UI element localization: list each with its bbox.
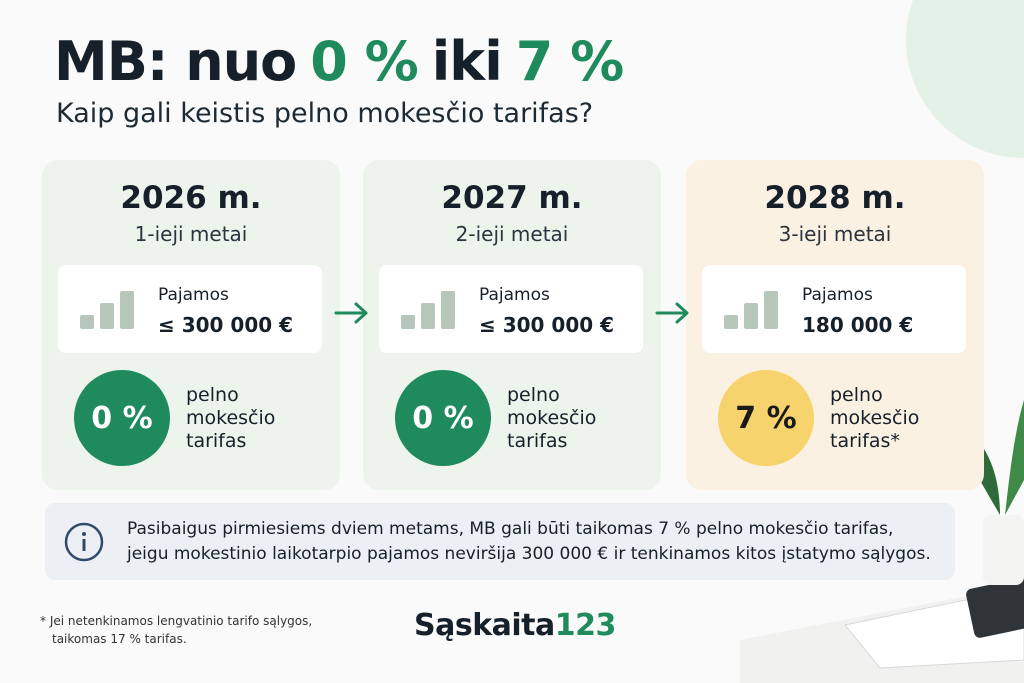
rate: 7 %	[718, 370, 814, 466]
bar-icon	[100, 303, 114, 329]
income-box: Pajamos ≤ 300 000 €	[58, 265, 322, 353]
income: 180 000 €	[802, 313, 914, 337]
year: 2026 m.	[120, 180, 262, 216]
year-label: 2-ieji metai	[455, 222, 569, 246]
rate-label-line: mokesčio	[507, 407, 597, 429]
income-box: Pajamos ≤ 300 000 €	[379, 265, 643, 353]
rate: 0 %	[74, 370, 170, 466]
bar-icon	[441, 291, 455, 329]
bar-icon	[120, 291, 134, 329]
rate-label-line: pelno	[186, 384, 239, 406]
rate-label-line: mokesčio	[186, 407, 276, 429]
info-line: jeigu mokestinio laikotarpio pajamos nev…	[127, 544, 931, 564]
income: ≤ 300 000 €	[479, 313, 615, 337]
title-part: 0 %	[310, 30, 418, 93]
rate-label: pelno mokesčio tarifas	[186, 384, 275, 453]
rate-label-line: tarifas	[507, 430, 568, 452]
subtitle: Kaip gali keistis pelno mokesčio tarifas…	[56, 98, 594, 129]
rate-label-line: tarifas*	[830, 430, 900, 452]
rate-label-line: mokesčio	[830, 407, 920, 429]
footnote-line: * Jei netenkinamos lengvatinio tarifo są…	[40, 614, 313, 628]
income-box: Pajamos 180 000 €	[702, 265, 966, 353]
title-part: iki	[431, 30, 503, 93]
brand-part: Sąskaita	[414, 608, 555, 643]
income-label: Pajamos	[802, 285, 873, 305]
arrow	[655, 300, 691, 330]
year-label: 1-ieji metai	[134, 222, 248, 246]
info-text: Pasibaigus pirmiesiems dviem metams, MB …	[127, 517, 931, 567]
footnote-line: taikomas 17 % tarifas.	[52, 632, 187, 646]
title-part: 7 %	[515, 30, 624, 93]
year-card: 2028 m. 3-ieji metai Pajamos 180 000 €7 % pe…	[686, 160, 984, 490]
bar-icon	[724, 315, 738, 329]
brand-part: 123	[554, 608, 617, 643]
year: 2028 m.	[764, 180, 906, 216]
rate-label-line: tarifas	[186, 430, 247, 452]
footnote: * Jei netenkinamos lengvatinio tarifo są…	[40, 612, 312, 648]
arrow	[334, 300, 370, 330]
year-card: 2027 m. 2-ieji metai Pajamos ≤ 300 000 € 0 %…	[363, 160, 661, 490]
title: MB: nuo 0 % iki 7 %	[54, 30, 637, 93]
info-icon	[64, 522, 104, 562]
brand: Sąskaita123	[414, 608, 616, 643]
rate-label-line: pelno	[830, 384, 883, 406]
arrow-icon	[334, 302, 368, 324]
income: ≤ 300 000 €	[158, 313, 294, 337]
bar-icon	[421, 303, 435, 329]
title-part: MB: nuo	[54, 30, 297, 93]
arrow-icon	[655, 302, 689, 324]
income-label: Pajamos	[158, 285, 229, 305]
info-line: Pasibaigus pirmiesiems dviem metams, MB …	[127, 519, 894, 539]
year-label: 3-ieji metai	[778, 222, 892, 246]
year-card: 2026 m. 1-ieji metai Pajamos ≤ 300 000 € 0 %…	[42, 160, 340, 490]
info-box: Pasibaigus pirmiesiems dviem metams, MB …	[45, 503, 955, 580]
rate-label-line: pelno	[507, 384, 560, 406]
year: 2027 m.	[441, 180, 583, 216]
income-label: Pajamos	[479, 285, 550, 305]
rate-label: pelno mokesčio tarifas*	[830, 384, 919, 453]
rate-label: pelno mokesčio tarifas	[507, 384, 596, 453]
rate: 0 %	[395, 370, 491, 466]
bar-icon	[401, 315, 415, 329]
bar-icon	[80, 315, 94, 329]
bar-icon	[744, 303, 758, 329]
bar-icon	[764, 291, 778, 329]
